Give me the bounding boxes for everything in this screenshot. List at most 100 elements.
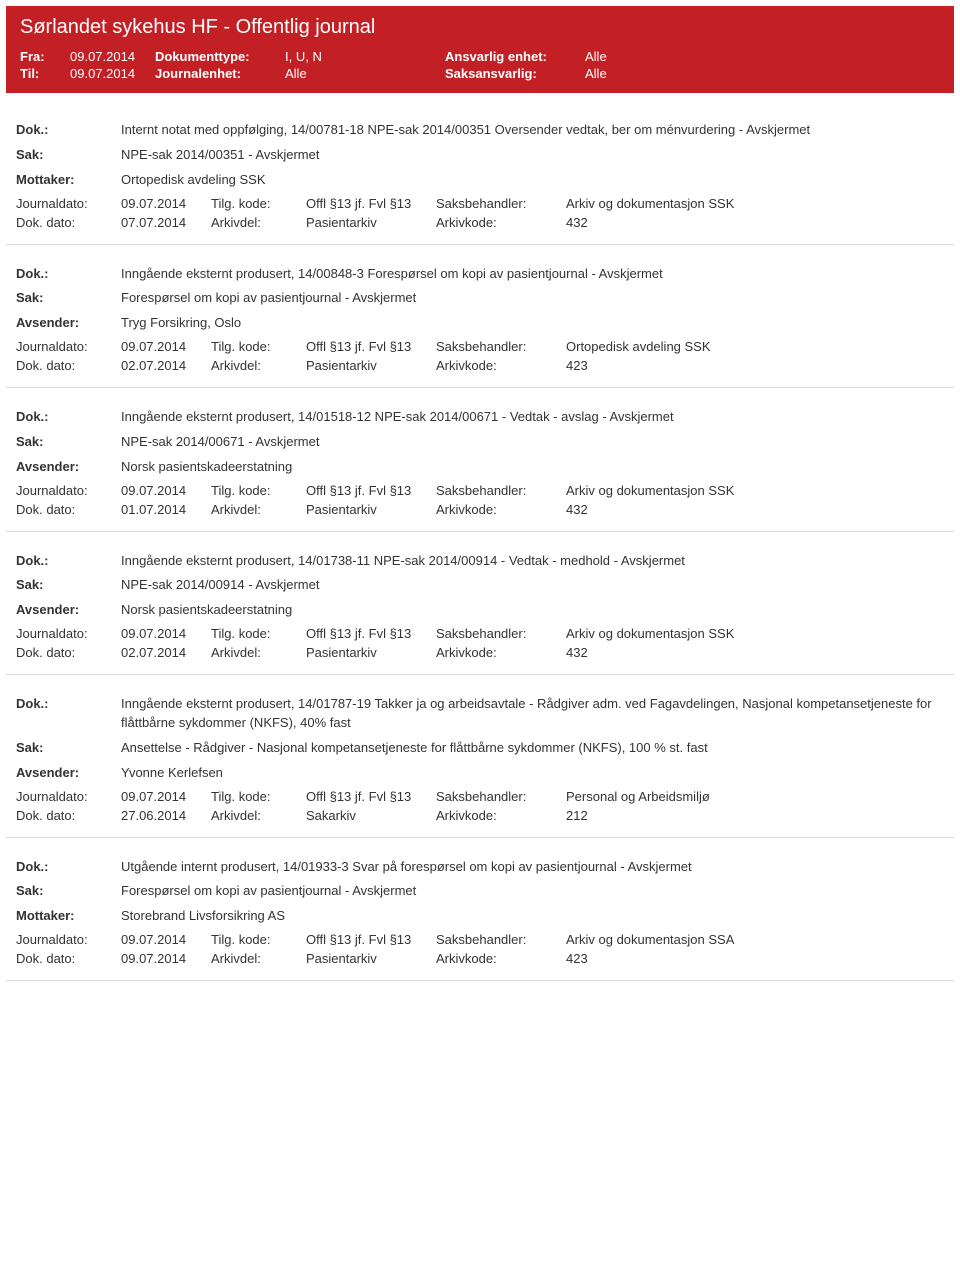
arkivdel-label: Arkivdel: — [211, 808, 306, 823]
party-row: Avsender:Norsk pasientskadeerstatning — [16, 601, 944, 620]
party-value: Tryg Forsikring, Oslo — [121, 314, 944, 333]
sak-value: NPE-sak 2014/00671 - Avskjermet — [121, 433, 944, 452]
tilgkode-label: Tilg. kode: — [211, 626, 306, 641]
party-label: Avsender: — [16, 458, 121, 477]
sak-row: Sak:Ansettelse - Rådgiver - Nasjonal kom… — [16, 739, 944, 758]
saksbehandler-value: Ortopedisk avdeling SSK — [566, 339, 944, 354]
dokdato-label: Dok. dato: — [16, 808, 121, 823]
dok-label: Dok.: — [16, 265, 121, 284]
tilgkode-value: Offl §13 jf. Fvl §13 — [306, 932, 436, 947]
dok-row: Dok.:Inngående eksternt produsert, 14/00… — [16, 265, 944, 284]
arkivkode-value: 432 — [566, 645, 944, 660]
arkivkode-value: 432 — [566, 502, 944, 517]
dok-label: Dok.: — [16, 121, 121, 140]
dok-value: Inngående eksternt produsert, 14/01518-1… — [121, 408, 944, 427]
arkivkode-label: Arkivkode: — [436, 808, 566, 823]
arkivdel-label: Arkivdel: — [211, 215, 306, 230]
dokdato-label: Dok. dato: — [16, 215, 121, 230]
meta-row-2: Dok. dato:27.06.2014Arkivdel:SakarkivArk… — [16, 808, 944, 823]
journaldato-value: 09.07.2014 — [121, 789, 211, 804]
saksbehandler-label: Saksbehandler: — [436, 626, 566, 641]
journaldato-label: Journaldato: — [16, 483, 121, 498]
journalenhet-label: Journalenhet: — [155, 66, 285, 81]
journaldato-label: Journaldato: — [16, 932, 121, 947]
ansvarlig-value: Alle — [585, 49, 607, 64]
arkivdel-label: Arkivdel: — [211, 951, 306, 966]
dok-label: Dok.: — [16, 408, 121, 427]
party-value: Yvonne Kerlefsen — [121, 764, 944, 783]
doktype-value: I, U, N — [285, 49, 445, 64]
meta-row-1: Journaldato:09.07.2014Tilg. kode:Offl §1… — [16, 789, 944, 804]
party-row: Avsender:Norsk pasientskadeerstatning — [16, 458, 944, 477]
dok-label: Dok.: — [16, 858, 121, 877]
arkivkode-label: Arkivkode: — [436, 645, 566, 660]
journal-entry: Dok.:Inngående eksternt produsert, 14/01… — [6, 681, 954, 837]
journaldato-value: 09.07.2014 — [121, 196, 211, 211]
sak-value: Forespørsel om kopi av pasientjournal - … — [121, 882, 944, 901]
journal-entry: Dok.:Inngående eksternt produsert, 14/01… — [6, 538, 954, 676]
dokdato-label: Dok. dato: — [16, 502, 121, 517]
saksbehandler-label: Saksbehandler: — [436, 483, 566, 498]
party-row: Avsender:Tryg Forsikring, Oslo — [16, 314, 944, 333]
meta-row-1: Journaldato:09.07.2014Tilg. kode:Offl §1… — [16, 626, 944, 641]
party-row: Mottaker:Storebrand Livsforsikring AS — [16, 907, 944, 926]
dokdato-label: Dok. dato: — [16, 951, 121, 966]
meta-row-1: Journaldato:09.07.2014Tilg. kode:Offl §1… — [16, 339, 944, 354]
arkivkode-label: Arkivkode: — [436, 951, 566, 966]
dokdato-label: Dok. dato: — [16, 358, 121, 373]
meta-row-2: Dok. dato:02.07.2014Arkivdel:Pasientarki… — [16, 358, 944, 373]
journal-entry: Dok.:Inngående eksternt produsert, 14/01… — [6, 394, 954, 532]
sak-label: Sak: — [16, 882, 121, 901]
arkivkode-label: Arkivkode: — [436, 358, 566, 373]
sak-label: Sak: — [16, 576, 121, 595]
journaldato-label: Journaldato: — [16, 339, 121, 354]
dok-value: Inngående eksternt produsert, 14/01787-1… — [121, 695, 944, 733]
party-row: Avsender:Yvonne Kerlefsen — [16, 764, 944, 783]
sak-value: Forespørsel om kopi av pasientjournal - … — [121, 289, 944, 308]
dok-row: Dok.:Inngående eksternt produsert, 14/01… — [16, 408, 944, 427]
sak-row: Sak:NPE-sak 2014/00351 - Avskjermet — [16, 146, 944, 165]
sak-label: Sak: — [16, 289, 121, 308]
saksbehandler-value: Arkiv og dokumentasjon SSK — [566, 483, 944, 498]
arkivdel-label: Arkivdel: — [211, 358, 306, 373]
party-row: Mottaker:Ortopedisk avdeling SSK — [16, 171, 944, 190]
journaldato-label: Journaldato: — [16, 196, 121, 211]
tilgkode-value: Offl §13 jf. Fvl §13 — [306, 626, 436, 641]
meta-row-2: Dok. dato:09.07.2014Arkivdel:Pasientarki… — [16, 951, 944, 966]
sak-value: NPE-sak 2014/00914 - Avskjermet — [121, 576, 944, 595]
sak-value: NPE-sak 2014/00351 - Avskjermet — [121, 146, 944, 165]
saksbehandler-value: Arkiv og dokumentasjon SSK — [566, 626, 944, 641]
dokdato-label: Dok. dato: — [16, 645, 121, 660]
journal-page: Sørlandet sykehus HF - Offentlig journal… — [0, 0, 960, 1007]
doktype-label: Dokumenttype: — [155, 49, 285, 64]
tilgkode-label: Tilg. kode: — [211, 483, 306, 498]
saksbehandler-label: Saksbehandler: — [436, 789, 566, 804]
arkivkode-label: Arkivkode: — [436, 215, 566, 230]
sak-row: Sak:NPE-sak 2014/00914 - Avskjermet — [16, 576, 944, 595]
sak-row: Sak:Forespørsel om kopi av pasientjourna… — [16, 882, 944, 901]
journalenhet-value: Alle — [285, 66, 445, 81]
dok-value: Utgående internt produsert, 14/01933-3 S… — [121, 858, 944, 877]
arkivkode-value: 432 — [566, 215, 944, 230]
arkivdel-value: Pasientarkiv — [306, 951, 436, 966]
arkivdel-label: Arkivdel: — [211, 502, 306, 517]
ansvarlig-label: Ansvarlig enhet: — [445, 49, 585, 64]
dokdato-value: 02.07.2014 — [121, 358, 211, 373]
dokdato-value: 01.07.2014 — [121, 502, 211, 517]
sak-row: Sak:NPE-sak 2014/00671 - Avskjermet — [16, 433, 944, 452]
journaldato-value: 09.07.2014 — [121, 339, 211, 354]
dok-row: Dok.:Utgående internt produsert, 14/0193… — [16, 858, 944, 877]
arkivdel-label: Arkivdel: — [211, 645, 306, 660]
sak-row: Sak:Forespørsel om kopi av pasientjourna… — [16, 289, 944, 308]
arkivkode-value: 423 — [566, 358, 944, 373]
dok-value: Internt notat med oppfølging, 14/00781-1… — [121, 121, 944, 140]
dok-row: Dok.:Inngående eksternt produsert, 14/01… — [16, 695, 944, 733]
arkivdel-value: Pasientarkiv — [306, 502, 436, 517]
saksbehandler-value: Arkiv og dokumentasjon SSK — [566, 196, 944, 211]
saksansvarlig-label: Saksansvarlig: — [445, 66, 585, 81]
journal-entry: Dok.:Utgående internt produsert, 14/0193… — [6, 844, 954, 982]
party-value: Norsk pasientskadeerstatning — [121, 601, 944, 620]
tilgkode-value: Offl §13 jf. Fvl §13 — [306, 483, 436, 498]
party-label: Mottaker: — [16, 171, 121, 190]
tilgkode-label: Tilg. kode: — [211, 789, 306, 804]
